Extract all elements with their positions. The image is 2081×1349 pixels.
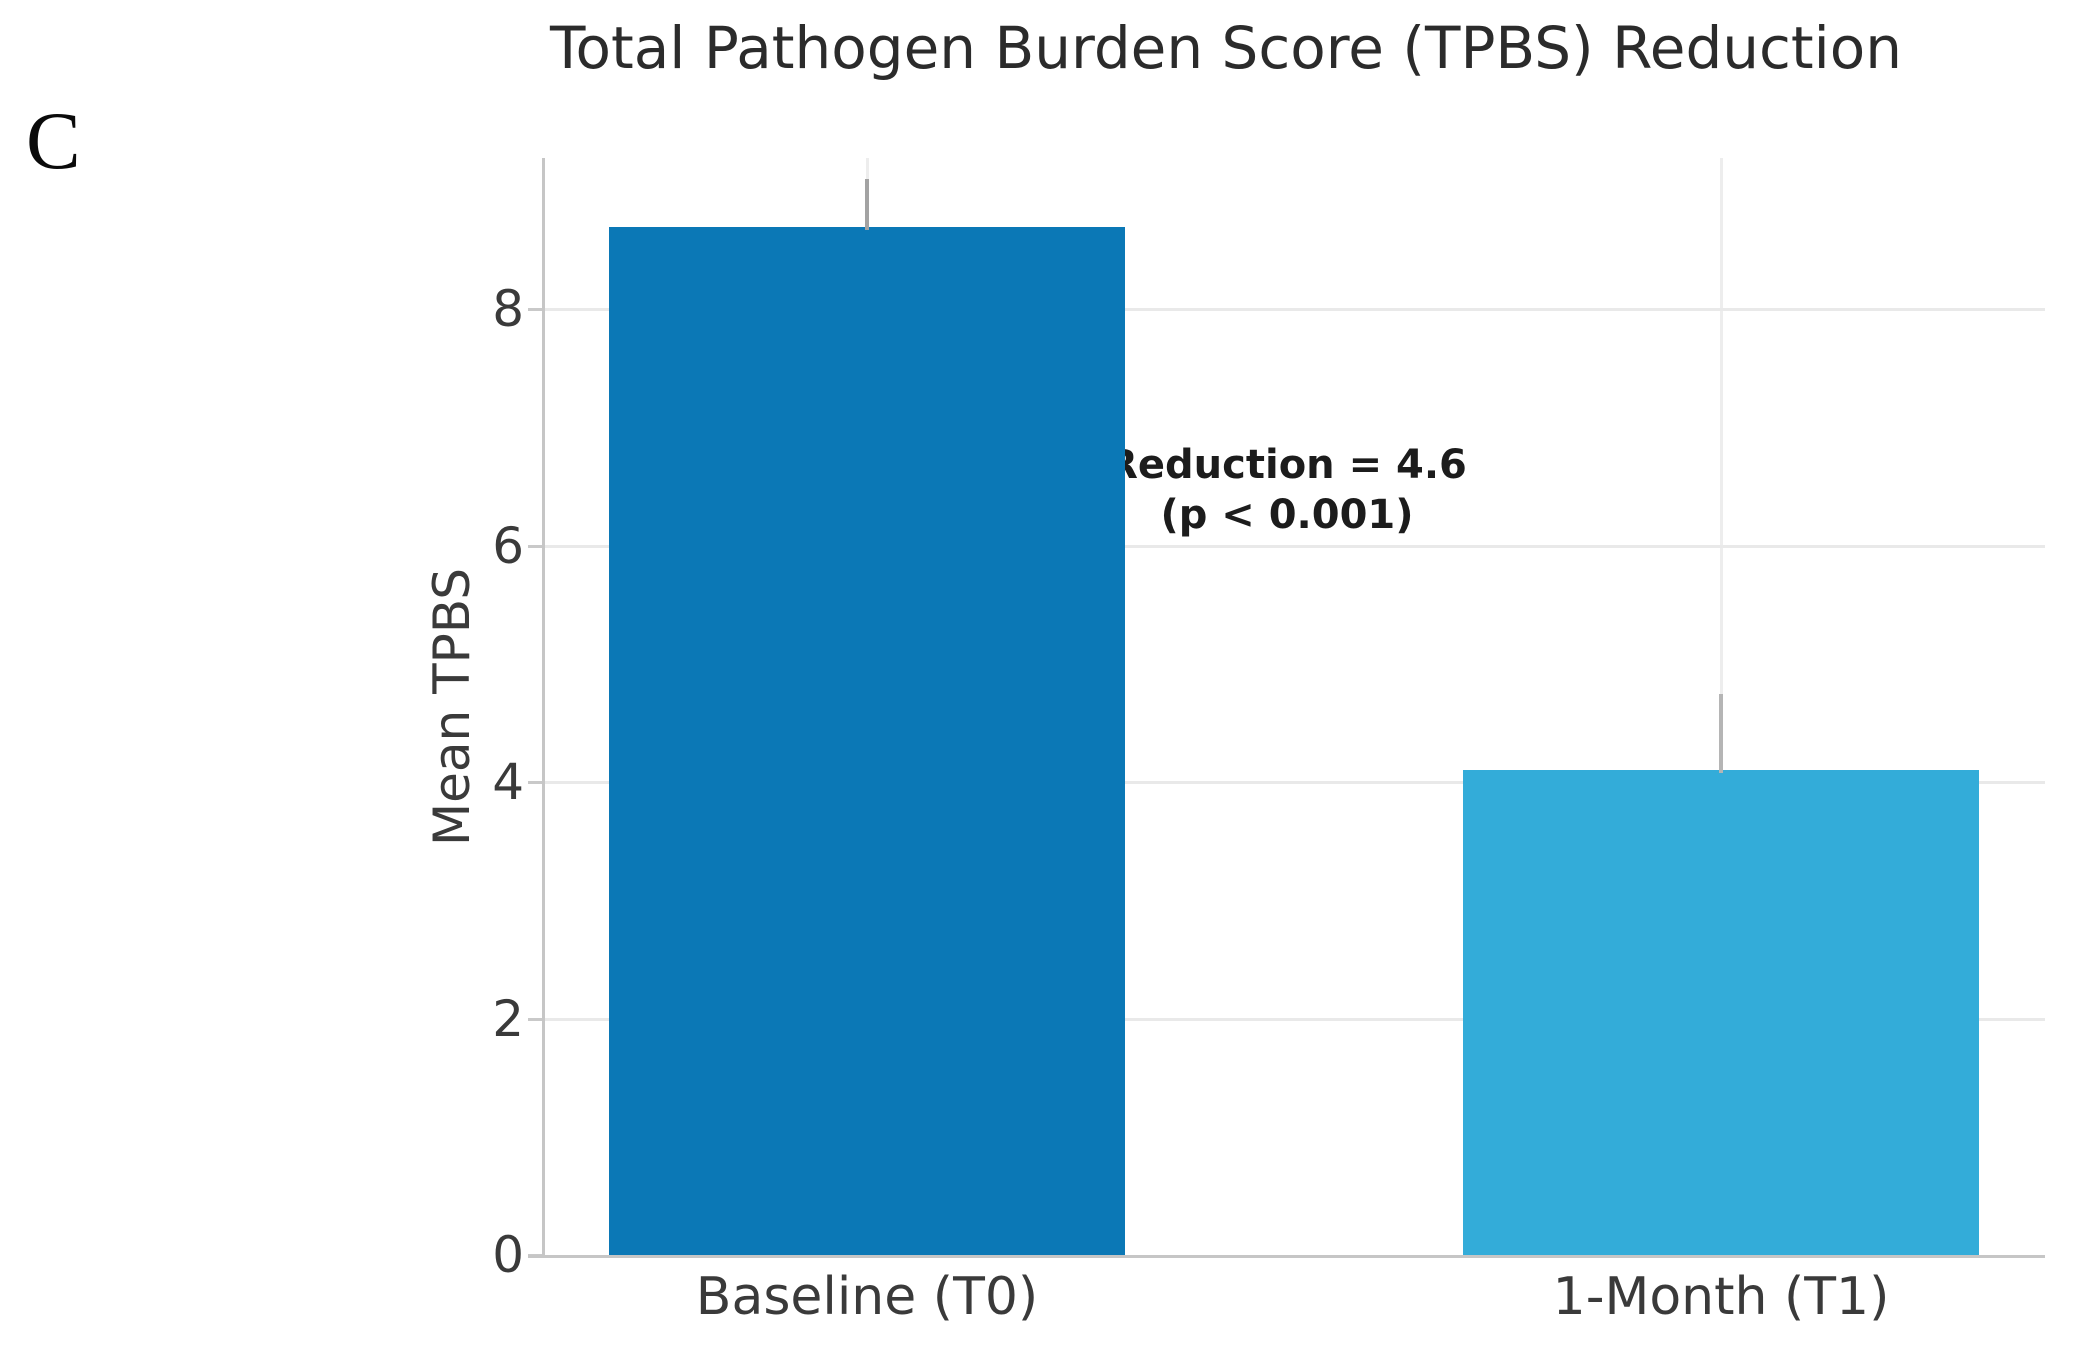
reduction-annotation: Reduction = 4.6 (p < 0.001)	[1107, 440, 1467, 540]
annotation-reduction-value: Reduction = 4.6	[1107, 442, 1467, 488]
y-tick-mark	[528, 781, 542, 785]
h-gridline	[542, 308, 2045, 312]
bar-baseline-t0	[609, 226, 1125, 1255]
h-gridline	[542, 544, 2045, 548]
y-tick-label: 2	[492, 989, 524, 1048]
y-tick-mark	[528, 308, 542, 312]
y-tick-label: 4	[492, 753, 524, 812]
chart-title: Total Pathogen Burden Score (TPBS) Reduc…	[549, 14, 1903, 82]
error-bar	[865, 179, 869, 230]
h-gridline	[542, 781, 2045, 785]
annotation-p-value: (p < 0.001)	[1160, 492, 1414, 538]
y-tick-mark	[528, 544, 542, 548]
y-tick-label: 8	[492, 280, 524, 339]
y-tick-label: 0	[492, 1226, 524, 1284]
x-tick-label-one-month-t1: 1-Month (T1)	[1552, 1267, 1890, 1327]
h-gridline	[542, 1017, 2045, 1021]
bar-one-month-t1	[1463, 770, 1979, 1255]
y-tick-mark	[528, 1017, 542, 1021]
bottom-spine	[528, 1255, 2045, 1258]
left-spine	[542, 158, 545, 1255]
x-tick-label-baseline-t0: Baseline (T0)	[695, 1267, 1039, 1327]
panel-label: C	[26, 95, 81, 186]
error-bar	[1719, 693, 1723, 774]
y-tick-label: 6	[492, 516, 524, 575]
